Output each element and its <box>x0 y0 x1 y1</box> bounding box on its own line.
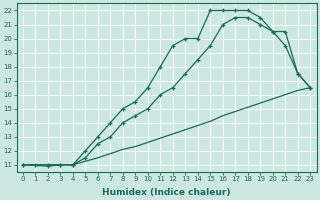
X-axis label: Humidex (Indice chaleur): Humidex (Indice chaleur) <box>102 188 231 197</box>
